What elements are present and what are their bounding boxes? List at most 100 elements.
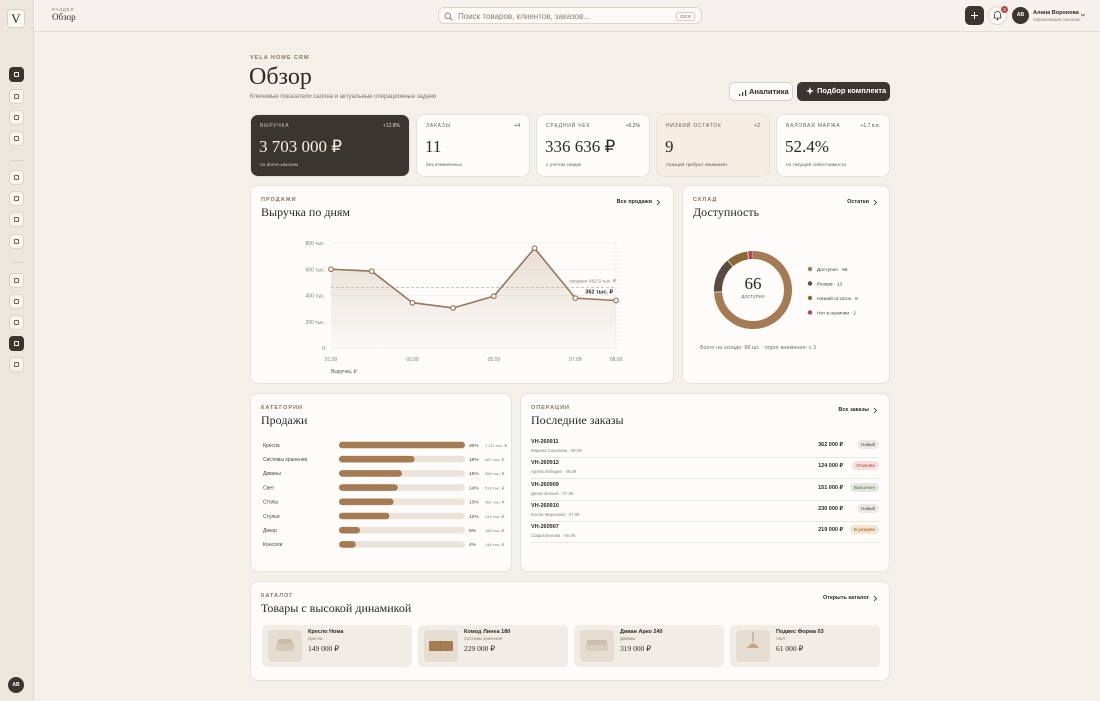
nav-icon[interactable] xyxy=(9,294,24,309)
kpi-value: 11 xyxy=(425,137,442,156)
product-card[interactable]: Подвес Форма 03 Свет 61 000 ₽ xyxy=(730,625,880,667)
card-link[interactable]: Все продажи xyxy=(616,199,652,205)
product-price: 61 000 ₽ xyxy=(776,644,804,653)
product-card[interactable]: Комод Линеа 180 Системы хранения 229 000 ₽ xyxy=(418,625,568,667)
share-label: 30% xyxy=(469,443,479,449)
product-illustration xyxy=(429,641,453,651)
point xyxy=(328,266,334,273)
donut-segment xyxy=(714,251,792,329)
chevron-path xyxy=(873,407,878,414)
point xyxy=(368,268,375,275)
nav-icon[interactable] xyxy=(9,212,24,227)
product-name: Подвес Форма 03 xyxy=(776,629,824,635)
shape xyxy=(586,643,608,651)
notifications-button[interactable]: 3 xyxy=(988,6,1008,25)
order-amount: 230 000 ₽ xyxy=(818,505,843,512)
nav-separator xyxy=(10,160,24,161)
x-tick-label: 01.09 xyxy=(325,357,338,363)
product-thumb xyxy=(736,630,770,662)
product-card[interactable]: Кресло Нома Кресла 149 000 ₽ xyxy=(262,625,412,667)
icon-bar xyxy=(745,90,747,96)
order-status: Выполнен xyxy=(849,482,879,492)
order-row[interactable]: VH-260910 Елена Миронова · 07.09 230 000 ₽… xyxy=(531,501,880,522)
area xyxy=(331,248,616,348)
kpi-note: с учетом скидок xyxy=(546,163,582,168)
section-name: Обзор xyxy=(52,12,76,22)
analytics-button[interactable]: Аналитика xyxy=(729,82,793,101)
kpi-delta: +2 xyxy=(754,123,760,129)
nav-icon[interactable] xyxy=(9,234,24,249)
avatar[interactable]: АВ xyxy=(1012,7,1029,24)
shape xyxy=(747,643,759,648)
order-id: VH-260912 xyxy=(531,460,559,467)
amount-label: 481 тыс. ₽ xyxy=(485,500,505,505)
nav-icon[interactable] xyxy=(9,67,24,82)
product-illustration xyxy=(586,640,608,651)
eyebrow: VELA HOME CRM xyxy=(250,55,310,61)
nav-icon[interactable] xyxy=(9,131,24,146)
card-title: Товары с высокой динамикой xyxy=(261,601,412,615)
chevron xyxy=(656,199,661,206)
shape xyxy=(587,640,607,645)
product-thumb xyxy=(424,630,458,662)
nav-icon[interactable] xyxy=(9,336,24,351)
bar xyxy=(339,455,415,463)
order-row[interactable]: VH-260912 Артём Лебедев · 08.09 124 000 ₽ О… xyxy=(531,458,880,480)
nav-glyph xyxy=(14,94,19,99)
nav-icon[interactable] xyxy=(9,273,24,288)
bar-track xyxy=(339,470,465,477)
nav-separator xyxy=(10,262,24,263)
amount-label: 1 111 тыс. ₽ xyxy=(485,443,507,448)
card-link[interactable]: Все заказы xyxy=(838,407,869,413)
shape xyxy=(429,641,453,651)
category-name: Кресла xyxy=(263,443,280,449)
category-name: Столы xyxy=(263,500,278,506)
sidebar-avatar[interactable]: АВ xyxy=(8,677,24,693)
card-link[interactable]: Открыть каталог xyxy=(822,595,869,601)
kit-button[interactable]: Подбор комплекта xyxy=(797,82,890,101)
user-menu-chevron[interactable] xyxy=(1080,13,1086,18)
bar xyxy=(339,498,394,506)
donut-track xyxy=(714,251,792,329)
order-row[interactable]: VH-260907 Софья Белова · 06.09 219 000 ₽ В … xyxy=(531,522,880,544)
nav-icon[interactable] xyxy=(9,357,24,372)
bell-icon xyxy=(993,11,1002,21)
bar xyxy=(339,541,356,548)
order-row[interactable]: VH-260909 Денис Волков · 07.09 151 000 ₽ Вы… xyxy=(531,480,880,501)
order-row[interactable]: VH-260911 Марина Соколова · 08.09 362 000 … xyxy=(531,437,880,458)
logo[interactable]: V xyxy=(7,9,25,28)
donut-center-label: доступно xyxy=(741,294,764,300)
user-name: Алина Воронова xyxy=(1033,10,1079,16)
kpi-card: СРЕДНИЙ ЧЕК +6.2% 336 636 ₽ с учетом скидок xyxy=(536,114,650,177)
card-link[interactable]: Остатки xyxy=(847,199,869,205)
order-meta: Марина Соколова · 08.09 xyxy=(531,448,582,453)
icon-bar xyxy=(742,92,744,96)
nav-icon[interactable] xyxy=(9,89,24,104)
category-name: Консоли xyxy=(263,542,283,548)
point xyxy=(613,297,619,304)
nav-icon[interactable] xyxy=(9,170,24,185)
nav-icon[interactable] xyxy=(9,110,24,125)
product-category: Кресла xyxy=(308,636,323,641)
bar-track xyxy=(339,512,465,520)
nav-icon[interactable] xyxy=(9,315,24,330)
product-illustration xyxy=(747,632,759,648)
nav-icon[interactable] xyxy=(9,191,24,206)
order-id: VH-260910 xyxy=(531,502,559,509)
point xyxy=(531,245,538,252)
product-card[interactable]: Диван Арко 240 Диваны 319 000 ₽ xyxy=(574,625,724,667)
point xyxy=(409,299,416,306)
order-meta: Софья Белова · 06.09 xyxy=(531,533,575,539)
card-eyebrow: КАТАЛОГ xyxy=(261,593,294,599)
kpi-value: 336 636 ₽ xyxy=(545,137,616,156)
add-button[interactable] xyxy=(965,6,984,25)
legend-swatch xyxy=(807,310,813,315)
product-thumb xyxy=(268,630,302,662)
order-status: Новый xyxy=(857,503,879,513)
kpi-value: 3 703 000 ₽ xyxy=(259,137,343,156)
search-box[interactable]: Поиск товаров, клиентов, заказов... Ctrl… xyxy=(438,7,702,24)
tooltip-label: 362 тыс. ₽ xyxy=(585,288,613,295)
nav-glyph xyxy=(14,320,19,325)
